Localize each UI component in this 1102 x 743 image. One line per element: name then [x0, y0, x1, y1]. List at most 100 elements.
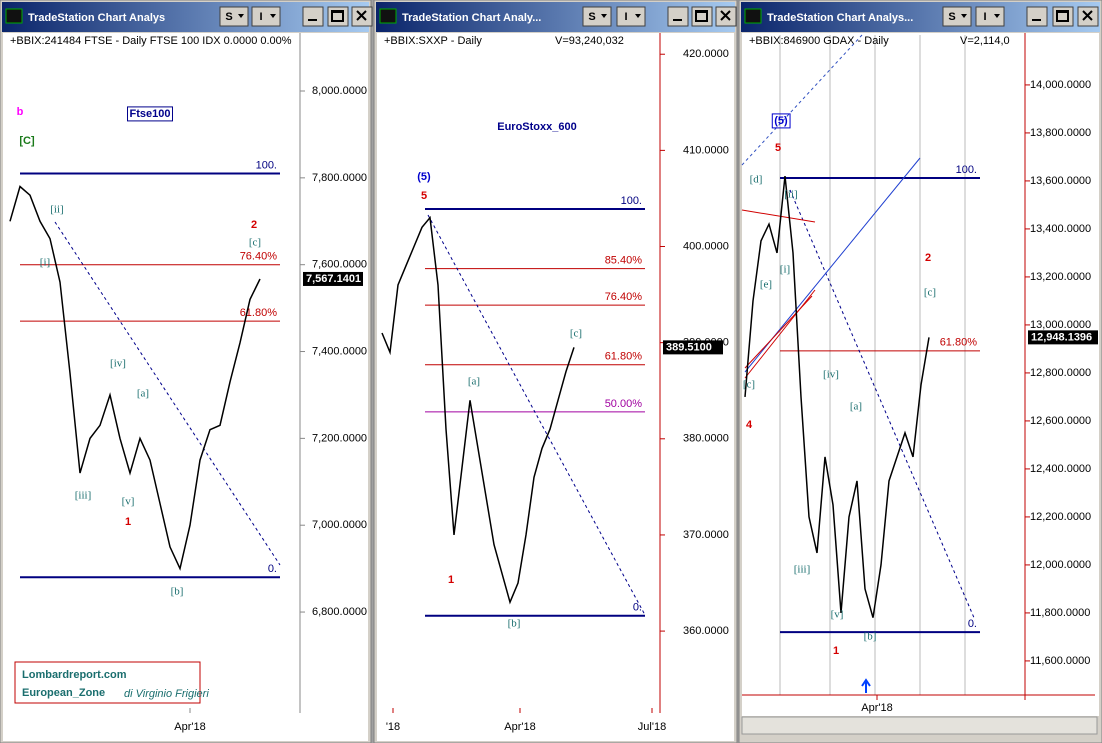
window-max-glyph [695, 10, 708, 22]
x-tick-label: Apr'18 [174, 721, 205, 733]
y-tick-label: 13,000.0000 [1030, 319, 1091, 331]
volume-label: V=2,114,0 [960, 35, 1010, 47]
wave-label: b [17, 106, 24, 118]
toolbar-button[interactable] [251, 6, 281, 27]
wave-label: [a] [137, 388, 149, 400]
window-icon [744, 8, 762, 24]
window-min-button[interactable] [1026, 6, 1048, 27]
y-tick-label: 13,200.0000 [1030, 271, 1091, 283]
y-tick-label: 13,600.0000 [1030, 175, 1091, 187]
watermark-box [14, 661, 201, 704]
y-tick-label: 7,400.0000 [312, 345, 367, 357]
y-tick-label: 6,800.0000 [312, 606, 367, 618]
wave-label: [b] [864, 631, 877, 643]
y-tick-label: 12,800.0000 [1030, 367, 1091, 379]
watermark-site: Lombardreport.com [22, 669, 127, 681]
wave-label: (5) [417, 171, 431, 183]
level-label: 76.40% [240, 251, 278, 263]
toolbar-button-label: I [983, 11, 986, 23]
wave-label: 2 [925, 252, 931, 264]
wave-label: [i] [40, 257, 50, 269]
wave-label: [c] [743, 379, 755, 391]
y-tick-label: 8,000.0000 [312, 85, 367, 97]
toolbar-button-label: I [624, 11, 627, 23]
toolbar-button[interactable] [975, 6, 1005, 27]
wave-label: [a] [468, 376, 480, 388]
y-tick-label: 12,600.0000 [1030, 415, 1091, 427]
window-max-glyph [331, 10, 344, 22]
watermark-zone: European_Zone [22, 687, 105, 699]
wave-label: EuroStoxx_600 [497, 121, 576, 133]
wave-label: [C] [19, 135, 35, 147]
dropdown-arrow [961, 14, 967, 18]
chart-area [377, 33, 734, 741]
y-tick-label: 13,400.0000 [1030, 223, 1091, 235]
wave-label: [v] [122, 496, 135, 508]
trend-line [744, 295, 813, 369]
dropdown-arrow [270, 14, 276, 18]
wave-label: [ii] [784, 189, 797, 201]
dropdown-arrow [601, 14, 607, 18]
wave-label: 4 [746, 419, 753, 431]
window-min-button[interactable] [302, 6, 324, 27]
dropdown-arrow [238, 14, 244, 18]
toolbar-button-label: S [948, 11, 955, 23]
wave-label: 1 [833, 645, 839, 657]
chart-header: +BBIX:SXXP - Daily [384, 35, 482, 47]
window-min-button[interactable] [667, 6, 689, 27]
dropdown-arrow [635, 14, 641, 18]
chart-area [3, 33, 368, 741]
y-tick-label: 370.0000 [683, 529, 729, 541]
wave-label: (5) [774, 115, 788, 127]
chart-header: +BBIX:241484 FTSE - Daily FTSE 100 IDX 0… [10, 35, 292, 47]
wave-label: [c] [924, 287, 936, 299]
wave-label: [iii] [75, 490, 92, 502]
wave-label: [iv] [110, 358, 126, 370]
level-label: 0. [268, 563, 277, 575]
y-tick-label: 7,200.0000 [312, 432, 367, 444]
wave-label: 1 [125, 516, 131, 528]
y-tick-label: 7,800.0000 [312, 172, 367, 184]
toolbar-button[interactable] [219, 6, 249, 27]
y-tick-label: 12,000.0000 [1030, 559, 1091, 571]
toolbar-button[interactable] [616, 6, 646, 27]
window-title: TradeStation Chart Analy... [402, 12, 541, 24]
y-tick-label: 12,400.0000 [1030, 463, 1091, 475]
wave-label: [b] [508, 618, 521, 630]
wave-label: 2 [251, 219, 257, 231]
toolbar-button[interactable] [582, 6, 612, 27]
trend-line [427, 214, 646, 616]
h-scrollbar[interactable] [741, 716, 1098, 735]
last-price-box [1028, 330, 1098, 345]
trend-line [741, 209, 816, 223]
level-label: 76.40% [605, 291, 643, 303]
wave-label: 5 [775, 142, 781, 154]
toolbar-button[interactable] [942, 6, 972, 27]
level-label: 61.80% [940, 337, 978, 349]
wave-label: Ftse100 [130, 108, 171, 120]
wave-label: [ii] [50, 204, 63, 216]
toolbar-button-label: I [259, 11, 262, 23]
window-title: TradeStation Chart Analys... [767, 12, 913, 24]
window-close-glyph [720, 10, 731, 21]
wave-label: [c] [249, 237, 261, 249]
y-tick-label: 13,800.0000 [1030, 127, 1091, 139]
y-tick-label: 14,000.0000 [1030, 79, 1091, 91]
last-price-label: 12,948.1396 [1031, 331, 1092, 343]
volume-label: V=93,240,032 [555, 35, 624, 47]
y-tick-label: 11,600.0000 [1030, 655, 1090, 667]
price-line [381, 215, 575, 605]
window-icon [379, 8, 397, 24]
window-max-glyph [1056, 10, 1069, 22]
level-label: 100. [256, 159, 277, 171]
wave-label: [b] [171, 586, 184, 598]
wave-label: [i] [780, 264, 790, 276]
y-tick-label: 7,600.0000 [312, 259, 367, 271]
time-arrow [861, 678, 871, 693]
y-tick-label: 360.0000 [683, 625, 729, 637]
x-tick-label: Apr'18 [861, 702, 892, 714]
y-tick-label: 410.0000 [683, 144, 729, 156]
watermark-author: di Virginio Frigieri [124, 688, 209, 700]
price-line [744, 176, 930, 618]
